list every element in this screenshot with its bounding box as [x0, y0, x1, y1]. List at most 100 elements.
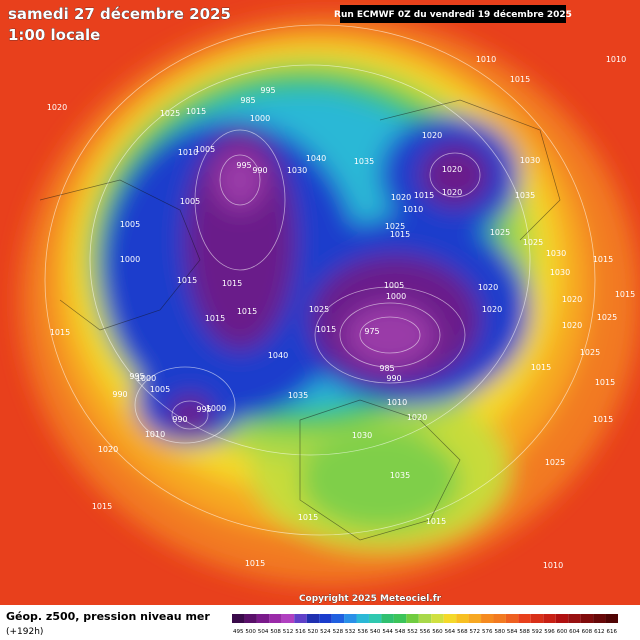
isobar-label: 985 [240, 96, 255, 105]
isobar-label: 1035 [288, 391, 308, 400]
copyright: Copyright 2025 Meteociel.fr [299, 594, 442, 604]
isobar-label: 1015 [237, 307, 257, 316]
isobar-label: 1010 [543, 561, 563, 570]
colorbar-label: 568 [457, 629, 468, 635]
colorbar: 495 500 504 508 512 516 520 524 528 532 536 540 544 5… [232, 614, 618, 635]
isobar-label: 1030 [546, 249, 566, 258]
isobar-label: 1000 [120, 255, 140, 264]
colorbar-label: 548 [395, 629, 406, 635]
isobar-label: 1035 [354, 157, 374, 166]
isobar-label: 1000 [206, 404, 226, 413]
colorbar-label: 596 [544, 629, 555, 635]
colorbar-swatch [331, 614, 345, 623]
colorbar-swatch [306, 614, 320, 623]
isobar-label: 990 [252, 166, 267, 175]
isobar-label: 1015 [205, 314, 225, 323]
isobar-label: 1015 [426, 517, 446, 526]
isobar-label: 1025 [309, 305, 329, 314]
colorbar-swatch [530, 614, 544, 623]
colorbar-swatch [568, 614, 581, 623]
isobar-label: 1030 [287, 166, 307, 175]
isobar-label: 1010 [145, 430, 165, 439]
isobar-label: 1020 [482, 305, 502, 314]
colorbar-swatch [381, 614, 394, 623]
colorbar-swatch [456, 614, 469, 623]
colorbar-swatch [418, 614, 432, 623]
isobar-label: 1015 [390, 230, 410, 239]
colorbar-label: 556 [420, 629, 431, 635]
isobar-label: 1015 [414, 191, 434, 200]
colorbar-swatch [481, 614, 494, 623]
isobar-label: 1020 [442, 165, 462, 174]
footer-subtitle: (+192h) [6, 627, 43, 637]
isobar-label: 1030 [550, 268, 570, 277]
run: Run ECMWF 0Z du vendredi 19 décembre 202… [334, 9, 572, 20]
isobar-label: 1015 [245, 559, 265, 568]
colorbar-swatch [256, 614, 270, 623]
isobar-label: 1010 [606, 55, 626, 64]
colorbar-label: 584 [507, 629, 518, 635]
colorbar-label: 512 [283, 629, 294, 635]
colorbar-label: 604 [569, 629, 580, 635]
isobar-label: 1005 [195, 145, 215, 154]
isobar-label: 1035 [515, 191, 535, 200]
isobar-label: 1015 [593, 255, 613, 264]
isobar-label: 1020 [562, 321, 582, 330]
colorbar-label: 588 [519, 629, 530, 635]
colorbar-label: 616 [607, 629, 618, 635]
isobar-label: 1015 [177, 276, 197, 285]
colorbar-swatch [244, 614, 257, 623]
colorbar-label: 528 [333, 629, 344, 635]
isobar-label: 1025 [580, 348, 600, 357]
colorbar-label: 500 [245, 629, 256, 635]
colorbar-label: 504 [258, 629, 269, 635]
isobar-label: 1000 [386, 292, 406, 301]
colorbar-label: 536 [357, 629, 368, 635]
isobar-label: 1020 [478, 283, 498, 292]
colorbar-swatch [443, 614, 457, 623]
colorbar-label: 540 [370, 629, 381, 635]
isobar-label: 1015 [316, 325, 336, 334]
colorbar-swatch [543, 614, 556, 623]
colorbar-swatch [493, 614, 506, 623]
colorbar-swatch [580, 614, 594, 623]
field [0, 0, 640, 605]
colorbar-label: 560 [432, 629, 443, 635]
isobar-label: 1015 [615, 290, 635, 299]
colorbar-label: 576 [482, 629, 493, 635]
isobar-label: 1005 [384, 281, 404, 290]
isobar-label: 1015 [50, 328, 70, 337]
isobar-label: 975 [364, 327, 379, 336]
run-box [340, 5, 566, 23]
colorbar-swatch [294, 614, 307, 623]
colorbar-label: 572 [470, 629, 481, 635]
colorbar-swatch [431, 614, 444, 623]
colorbar-swatch [555, 614, 569, 623]
colorbar-swatch [281, 614, 295, 623]
isobar-label: 995 [236, 161, 251, 170]
colorbar-label: 508 [270, 629, 281, 635]
isobar-label: 1025 [160, 109, 180, 118]
isobar-label: 1010 [476, 55, 496, 64]
colorbar-label: 544 [382, 629, 393, 635]
colorbar-label: 600 [557, 629, 568, 635]
isobar-label: 1005 [150, 385, 170, 394]
colorbar-label: 495 [233, 629, 244, 635]
colorbar-label: 552 [407, 629, 418, 635]
colorbar-label: 580 [494, 629, 505, 635]
colorbar-swatch [269, 614, 282, 623]
isobar-label: 1020 [422, 131, 442, 140]
isobar-label: 1010 [178, 148, 198, 157]
isobar-label: 1015 [222, 279, 242, 288]
colorbar-label: 592 [532, 629, 543, 635]
isobar-label: 1030 [520, 156, 540, 165]
isobar-label: 995 [129, 372, 144, 381]
colorbar-swatch [368, 614, 382, 623]
isobar-label: 1015 [531, 363, 551, 372]
isobar-label: 985 [379, 364, 394, 373]
colorbar-swatch [605, 614, 618, 623]
isobar-label: 1025 [545, 458, 565, 467]
isobar-label: 1015 [186, 107, 206, 116]
